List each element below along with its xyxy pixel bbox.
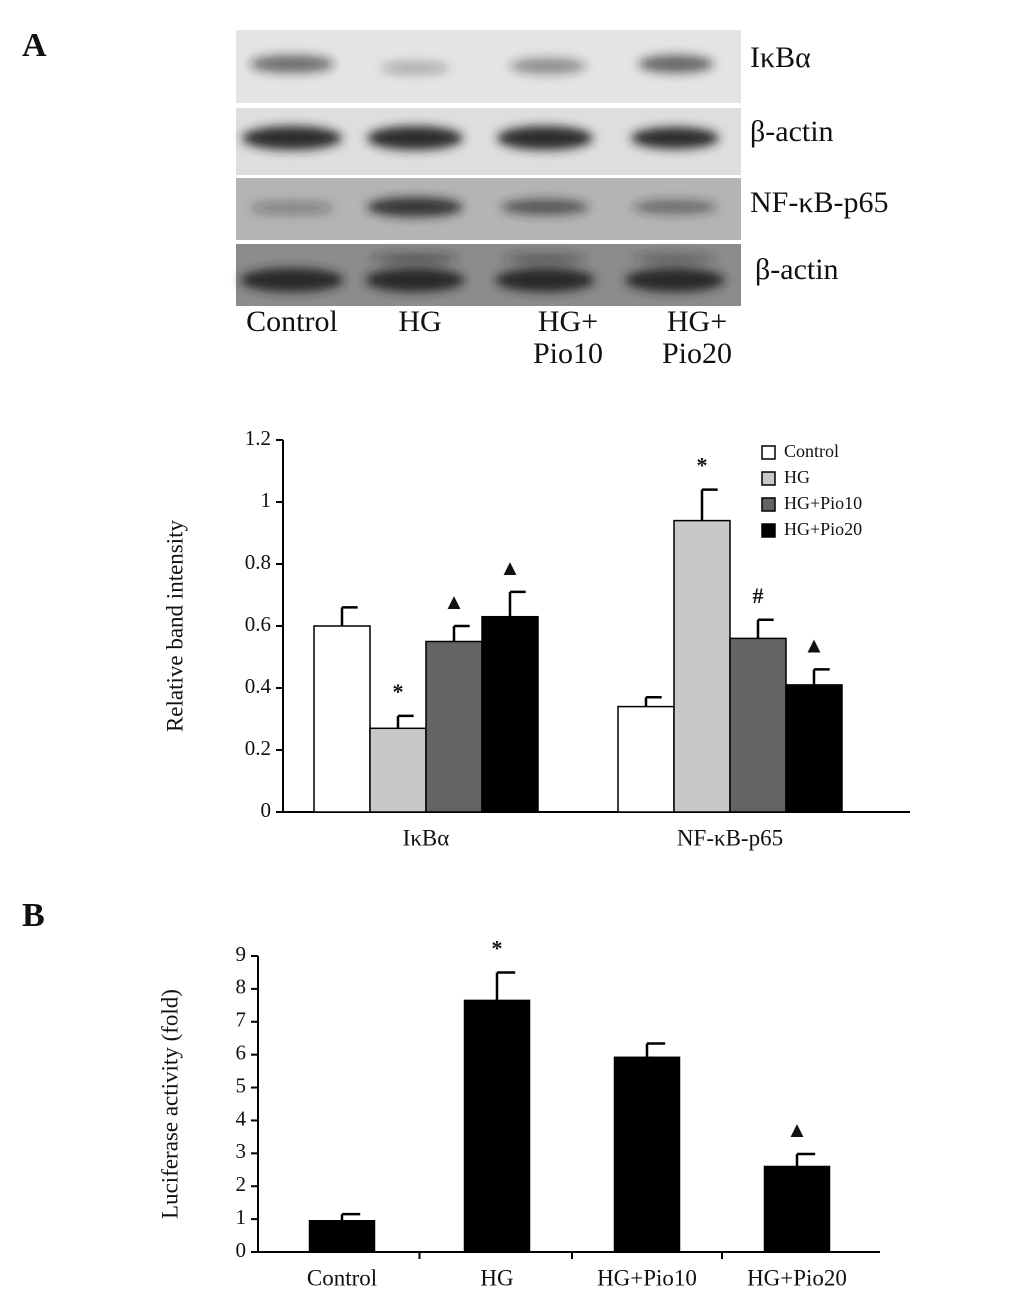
y-tick-label: 7: [236, 1008, 247, 1032]
y-tick-label: 5: [236, 1073, 247, 1097]
y-tick-label: 0.4: [245, 674, 272, 698]
legend-swatch: [761, 497, 776, 512]
blot-row-label: β-actin: [755, 253, 839, 286]
panel-label: A: [22, 27, 47, 64]
y-axis-title: Luciferase activity (fold): [157, 989, 182, 1219]
lane-label: HG+: [667, 305, 727, 338]
bar: [613, 1056, 681, 1253]
blot: [236, 30, 741, 306]
legend-swatch: [761, 445, 776, 460]
annotation: *: [697, 453, 708, 478]
y-tick-label: 1.2: [245, 426, 271, 450]
error-bar: [396, 714, 414, 729]
bar: [481, 615, 539, 813]
y-tick-label: 4: [236, 1106, 247, 1130]
blot-row-label: IκBα: [750, 41, 811, 74]
lane-label: HG: [398, 305, 441, 338]
y-tick-label: 1: [236, 1205, 247, 1229]
annotation: ▲: [803, 632, 825, 657]
error-bar: [340, 1212, 361, 1221]
y-tick-label: 2: [236, 1172, 247, 1196]
x-tick-label: NF-κB-p65: [677, 825, 783, 850]
legend-label: HG+Pio10: [784, 493, 862, 513]
legend-label: HG+Pio20: [784, 519, 862, 539]
annotation: *: [492, 935, 503, 960]
error-bar: [795, 1152, 816, 1167]
lane-label: Pio20: [662, 337, 732, 370]
annotation: *: [393, 679, 404, 704]
bar: [463, 999, 531, 1253]
y-tick-label: 0: [261, 798, 272, 822]
x-tick-label: HG: [480, 1265, 513, 1290]
bar: [308, 1220, 376, 1253]
legend-swatch: [761, 471, 776, 486]
x-tick-label: IκBα: [403, 825, 450, 850]
annotation: ▲: [499, 555, 521, 580]
bar: [425, 640, 483, 813]
lane-label: Control: [246, 305, 338, 338]
annotation: ▲: [443, 589, 465, 614]
lane-label: Pio10: [533, 337, 603, 370]
error-bar: [452, 624, 470, 642]
bar: [729, 637, 787, 813]
annotation: #: [753, 583, 764, 608]
y-tick-label: 9: [236, 942, 247, 966]
bar: [785, 684, 843, 813]
y-axis-title: Relative band intensity: [162, 519, 187, 732]
bar: [763, 1165, 831, 1253]
legend-label: Control: [784, 441, 839, 461]
legend-swatch: [761, 523, 776, 538]
x-tick-label: HG+Pio10: [597, 1265, 697, 1290]
bar: [313, 625, 371, 813]
error-bar: [812, 668, 830, 685]
blot-row-label: β-actin: [750, 115, 834, 148]
y-tick-label: 8: [236, 975, 247, 999]
error-bar: [340, 606, 358, 626]
blot-row-label: NF-κB-p65: [750, 186, 888, 219]
y-tick-label: 6: [236, 1040, 247, 1064]
x-tick-label: Control: [307, 1265, 377, 1290]
legend-label: HG: [784, 467, 810, 487]
error-bar: [645, 1042, 666, 1058]
error-bar: [508, 590, 526, 617]
y-tick-label: 3: [236, 1139, 247, 1163]
bar: [617, 705, 675, 813]
y-tick-label: 0.2: [245, 736, 271, 760]
lane-label: HG+: [538, 305, 598, 338]
error-bar: [644, 696, 662, 707]
error-bar: [756, 618, 774, 639]
y-tick-label: 0: [236, 1238, 247, 1262]
y-tick-label: 0.6: [245, 612, 271, 636]
error-bar: [700, 488, 718, 521]
panel-label: B: [22, 897, 45, 934]
y-tick-label: 0.8: [245, 550, 271, 574]
bar: [369, 727, 427, 813]
annotation: ▲: [786, 1117, 808, 1142]
error-bar: [495, 971, 516, 1001]
x-tick-label: HG+Pio20: [747, 1265, 847, 1290]
y-tick-label: 1: [261, 488, 272, 512]
bar: [673, 519, 731, 813]
